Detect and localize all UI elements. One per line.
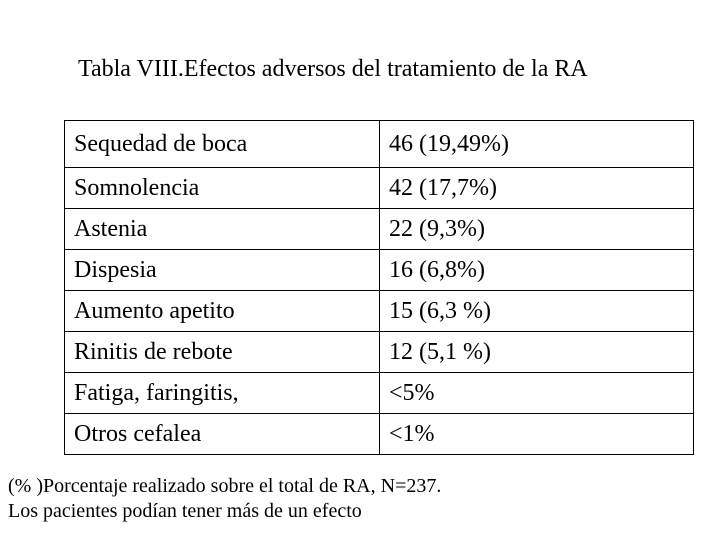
value-cell: 42 (17,7%) <box>379 167 694 209</box>
table-row: Otros cefalea <1% <box>64 413 694 455</box>
table-row: Fatiga, faringitis, <5% <box>64 372 694 414</box>
value-cell: 46 (19,49%) <box>379 120 694 168</box>
effect-cell: Dispesia <box>64 249 380 291</box>
value-cell: 16 (6,8%) <box>379 249 694 291</box>
value-cell: 15 (6,3 %) <box>379 290 694 332</box>
effect-cell: Sequedad de boca <box>64 120 380 168</box>
footnote-line: (% )Porcentaje realizado sobre el total … <box>8 475 442 497</box>
footnote-line: Los pacientes podían tener más de un efe… <box>8 500 362 522</box>
table-row: Rinitis de rebote 12 (5,1 %) <box>64 331 694 373</box>
effect-cell: Fatiga, faringitis, <box>64 372 380 414</box>
value-cell: <1% <box>379 413 694 455</box>
value-cell: 22 (9,3%) <box>379 208 694 250</box>
footnote: (% )Porcentaje realizado sobre el total … <box>8 474 441 524</box>
effect-cell: Astenia <box>64 208 380 250</box>
table-row: Aumento apetito 15 (6,3 %) <box>64 290 694 332</box>
table-title: Tabla VIII.Efectos adversos del tratamie… <box>78 56 588 82</box>
table-row: Somnolencia 42 (17,7%) <box>64 167 694 209</box>
value-cell: <5% <box>379 372 694 414</box>
effect-cell: Rinitis de rebote <box>64 331 380 373</box>
adverse-effects-table: Sequedad de boca 46 (19,49%) Somnolencia… <box>64 120 694 455</box>
table-row: Dispesia 16 (6,8%) <box>64 249 694 291</box>
table-row: Sequedad de boca 46 (19,49%) <box>64 120 694 168</box>
value-cell: 12 (5,1 %) <box>379 331 694 373</box>
effect-cell: Somnolencia <box>64 167 380 209</box>
effect-cell: Aumento apetito <box>64 290 380 332</box>
table-row: Astenia 22 (9,3%) <box>64 208 694 250</box>
effect-cell: Otros cefalea <box>64 413 380 455</box>
